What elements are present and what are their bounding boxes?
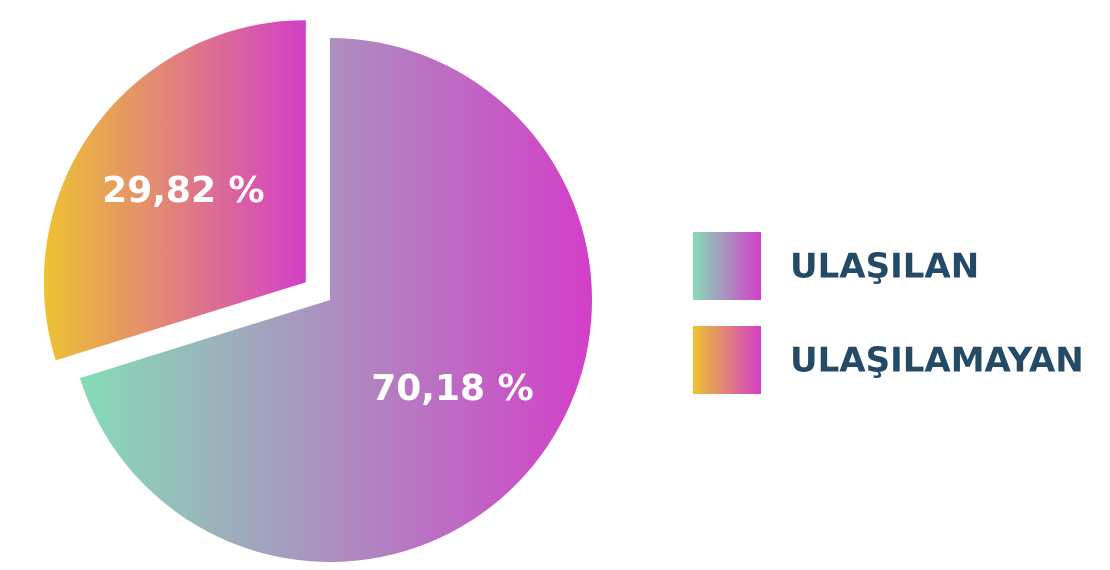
slice-label: 70,18 % bbox=[371, 368, 533, 409]
legend-swatch bbox=[693, 232, 761, 300]
pie-slice bbox=[79, 38, 593, 562]
legend-label: ULAŞILAN bbox=[790, 247, 979, 287]
pie-slice bbox=[43, 20, 306, 361]
legend-label: ULAŞILAMAYAN bbox=[790, 341, 1084, 381]
slice-label: 29,82 % bbox=[102, 170, 264, 211]
legend-swatch bbox=[693, 326, 761, 394]
